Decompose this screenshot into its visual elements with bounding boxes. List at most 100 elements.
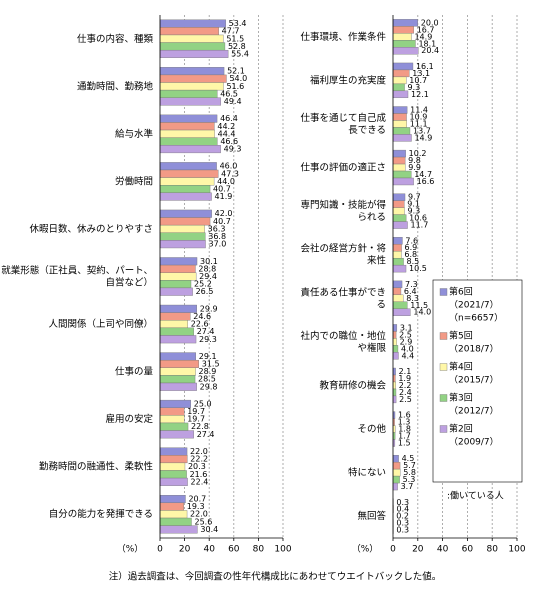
value-label: 47.7 <box>222 27 240 36</box>
value-label: 24.6 <box>193 312 211 321</box>
value-label: 29.1 <box>199 352 217 361</box>
value-label: 46.0 <box>220 162 238 171</box>
category-label: 福利厚生の充実度 <box>310 74 387 86</box>
bar <box>392 388 397 397</box>
value-label: 1.8 <box>398 425 411 434</box>
value-label: 30.4 <box>200 525 218 534</box>
value-label: 5.7 <box>403 461 416 470</box>
bar <box>392 482 398 491</box>
bar <box>159 122 215 131</box>
category-label: 労働時間 <box>115 175 153 187</box>
value-label: 9.3 <box>408 207 421 216</box>
value-label: 2.5 <box>399 330 412 339</box>
bar <box>392 19 418 27</box>
bar <box>392 461 401 470</box>
bar <box>392 287 402 296</box>
category-label: 仕事の評価の適正さ <box>300 161 386 173</box>
category-label: 人間関係（上司や同僚） <box>48 318 153 330</box>
value-label: 2.9 <box>400 337 413 346</box>
value-label: 2.5 <box>399 395 412 404</box>
bar <box>159 280 192 289</box>
bar <box>159 224 205 233</box>
value-label: 0.3 <box>396 526 409 535</box>
bar <box>392 127 411 135</box>
value-label: 18.1 <box>418 39 436 48</box>
value-label: 44.4 <box>218 129 236 138</box>
value-label: 19.7 <box>187 407 205 416</box>
value-label: 14.9 <box>414 133 432 142</box>
bar <box>159 145 221 154</box>
value-label: 6.9 <box>405 243 418 252</box>
footnote: 注）過去調査は、今回調査の性年代構成比にあわせてウエイトバックした値。 <box>109 571 442 583</box>
value-label: 20.0 <box>421 18 439 27</box>
bar <box>159 455 188 464</box>
value-label: 14.9 <box>414 32 432 41</box>
value-label: 20.4 <box>421 46 439 55</box>
bar <box>392 264 407 273</box>
bar <box>159 177 215 186</box>
bar <box>392 26 414 34</box>
bar <box>392 468 401 477</box>
value-label: 25.0 <box>194 399 212 408</box>
bar <box>159 327 194 336</box>
value-label: 21.6 <box>190 470 208 479</box>
bar <box>159 320 188 329</box>
bar <box>159 34 224 43</box>
bar <box>159 407 185 416</box>
legend-note: （2015/7） <box>449 375 499 386</box>
value-label: 13.1 <box>412 69 430 78</box>
value-label: 51.5 <box>226 34 244 43</box>
category-label: 勤務時間の融通性、柔軟性 <box>39 460 154 472</box>
bar <box>159 240 206 249</box>
value-label: 16.7 <box>417 25 435 34</box>
bar <box>392 294 404 302</box>
value-label: 0.4 <box>396 505 409 514</box>
value-label: 49.3 <box>224 145 242 154</box>
category-label: 仕事の量 <box>115 365 154 377</box>
bar <box>159 162 217 171</box>
value-label: 10.9 <box>410 112 428 121</box>
bar <box>392 301 408 309</box>
bar <box>159 525 198 534</box>
bar <box>392 113 407 121</box>
bar <box>159 97 221 106</box>
value-label: 16.6 <box>417 177 435 186</box>
value-label: 27.4 <box>197 327 215 336</box>
category-label: その他 <box>357 423 386 435</box>
bar <box>159 74 227 83</box>
bar <box>392 381 396 390</box>
value-label: 22.4 <box>191 477 209 486</box>
x-tick-label: 0 <box>157 545 163 555</box>
bar <box>159 82 224 91</box>
value-label: 52.1 <box>227 67 245 76</box>
x-tick-label: 40 <box>203 545 215 555</box>
category-label: 休暇日数、休みのとりやすさ <box>29 222 153 234</box>
bar <box>159 430 194 439</box>
value-label: 29.4 <box>199 272 217 281</box>
value-label: 9.8 <box>408 156 421 165</box>
x-tick-label: 0 <box>390 545 396 555</box>
value-label: 46.6 <box>220 137 238 146</box>
value-label: 54.0 <box>229 74 247 83</box>
bar <box>392 475 400 484</box>
value-label: 4.0 <box>401 344 414 353</box>
bar <box>159 232 206 241</box>
value-label: 22.0 <box>190 447 208 456</box>
bar <box>392 454 399 463</box>
value-label: 28.8 <box>198 264 216 273</box>
bar <box>159 312 191 321</box>
bar <box>159 42 226 51</box>
legend-swatch <box>439 332 448 340</box>
value-label: 44.2 <box>217 122 235 131</box>
value-label: 3.7 <box>401 482 414 491</box>
bar <box>392 149 406 158</box>
value-label: 1.5 <box>398 438 411 447</box>
value-label: 42.0 <box>215 209 233 218</box>
x-tick-label: 60 <box>228 545 240 555</box>
value-label: 9.9 <box>408 163 421 172</box>
legend-swatch <box>439 394 448 402</box>
bar <box>159 470 187 479</box>
value-label: 4.4 <box>401 351 414 360</box>
legend-swatch <box>439 363 448 371</box>
legend-note: （2018/7） <box>449 344 499 355</box>
